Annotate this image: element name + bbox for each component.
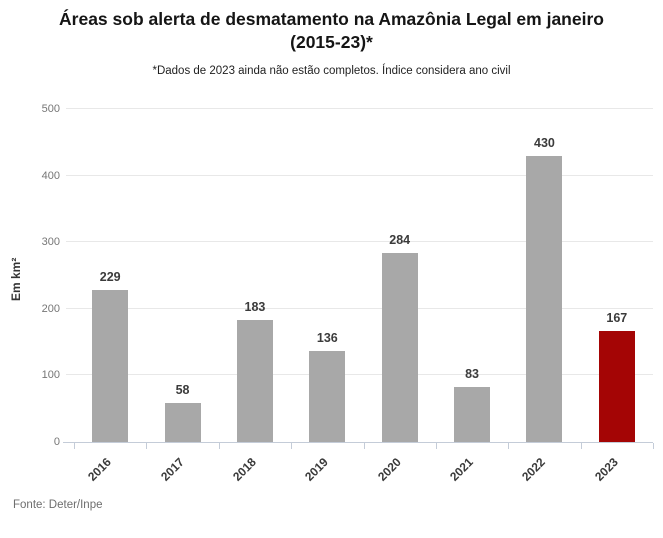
bar-2017 — [164, 403, 201, 442]
x-tick-mark — [146, 443, 148, 449]
bar-2023 — [598, 330, 635, 442]
bar-slot-2016: 229 — [74, 109, 146, 442]
chart-subtitle: *Dados de 2023 ainda não estão completos… — [152, 65, 511, 77]
bar-slot-2020: 284 — [364, 109, 436, 442]
gridline-300 — [66, 241, 653, 243]
x-axis-line — [63, 442, 653, 443]
bar-value-2016: 229 — [99, 269, 121, 284]
bar-2021 — [454, 386, 491, 442]
x-tick-mark — [580, 443, 582, 449]
y-axis-tick-labels: 0 100 200 300 400 500 — [0, 103, 60, 448]
bar-2020 — [381, 252, 418, 442]
x-tick-label-2016: 2016 — [85, 455, 115, 484]
chart-title-line2: (2015-23)* — [290, 32, 373, 52]
bar-value-2020: 284 — [389, 232, 411, 247]
y-tick-label-0: 0 — [53, 436, 60, 448]
gridline-500 — [66, 108, 653, 109]
x-tick-mark — [291, 443, 293, 449]
x-tick-label-2020: 2020 — [374, 455, 404, 484]
gridline-200 — [66, 307, 653, 309]
gridline-100 — [66, 374, 653, 376]
y-tick-label-300: 300 — [41, 236, 60, 249]
bar-value-2018: 183 — [244, 300, 266, 315]
x-tick-mark — [74, 443, 75, 449]
bar-2016 — [92, 289, 129, 442]
bar-value-2022: 430 — [534, 135, 555, 150]
x-tick-mark — [508, 443, 510, 449]
bar-slot-2023: 167 — [581, 109, 653, 442]
bar-slot-2018: 183 — [219, 109, 291, 442]
bar-2019 — [309, 351, 346, 442]
bar-value-2017: 58 — [175, 383, 190, 398]
chart-title-line1: Áreas sob alerta de desmatamento na Amaz… — [59, 9, 604, 29]
x-axis: 2016 2017 2018 2019 2020 2021 2022 2023 — [63, 442, 654, 502]
x-tick-label-2018: 2018 — [230, 455, 259, 484]
y-tick-label-400: 400 — [41, 169, 60, 182]
x-tick-mark — [363, 443, 365, 449]
bar-value-2019: 136 — [316, 331, 338, 346]
x-tick-mark — [435, 443, 437, 449]
gridline-400 — [66, 174, 653, 176]
x-tick-mark — [218, 443, 220, 449]
x-tick-label-2021: 2021 — [447, 455, 476, 484]
bar-slot-2022: 430 — [508, 109, 580, 442]
bar-2022 — [526, 155, 563, 442]
bar-slot-2017: 58 — [146, 109, 218, 442]
x-tick-label-2022: 2022 — [519, 455, 549, 484]
x-tick-label-2023: 2023 — [591, 455, 621, 484]
bar-value-2023: 167 — [606, 310, 628, 325]
y-tick-label-200: 200 — [41, 302, 60, 315]
bar-2018 — [236, 320, 273, 442]
x-tick-label-2019: 2019 — [302, 455, 332, 484]
source-note: Fonte: Deter/Inpe — [13, 499, 103, 511]
x-tick-mark — [653, 443, 654, 449]
y-tick-label-100: 100 — [41, 369, 60, 382]
bar-slot-2019: 136 — [291, 109, 363, 442]
y-tick-label-500: 500 — [41, 103, 60, 115]
chart-title: Áreas sob alerta de desmatamento na Amaz… — [0, 8, 663, 54]
bar-slot-2021: 83 — [436, 109, 508, 442]
x-tick-label-2017: 2017 — [157, 455, 187, 484]
bar-value-2021: 83 — [465, 366, 480, 381]
plot-area: 229 58 183 136 284 83 430 167 — [66, 108, 653, 442]
